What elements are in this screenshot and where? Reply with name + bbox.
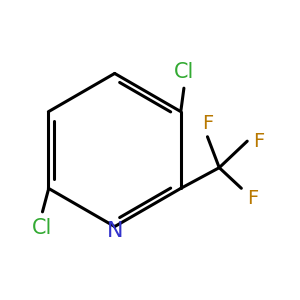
Text: F: F (202, 114, 213, 133)
Text: Cl: Cl (32, 218, 53, 238)
Text: F: F (248, 189, 259, 208)
Text: Cl: Cl (174, 62, 194, 82)
Text: F: F (254, 132, 265, 151)
Text: N: N (106, 221, 123, 241)
